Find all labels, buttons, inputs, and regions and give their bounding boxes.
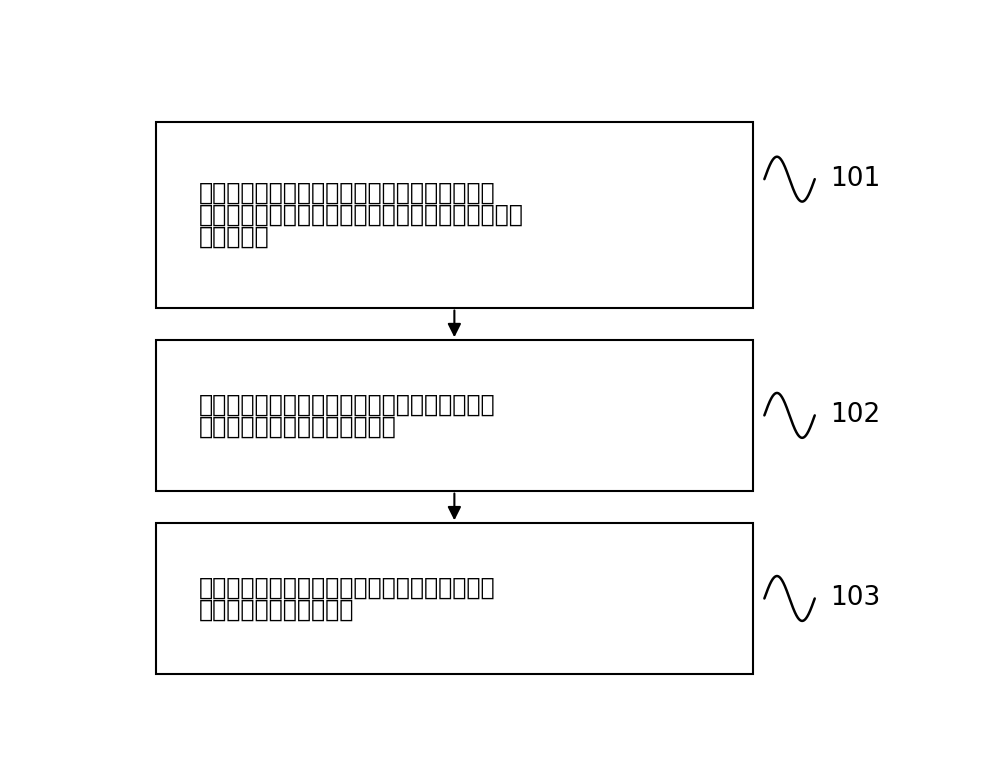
Text: 102: 102 xyxy=(830,403,881,429)
Text: 基于风阻值简化方法，在原始通风网络图中，将: 基于风阻值简化方法，在原始通风网络图中，将 xyxy=(199,180,495,204)
Text: 103: 103 xyxy=(830,585,881,611)
Bar xyxy=(156,122,753,308)
Text: 基于所述余树枝的深度以及修正算法，确定所述: 基于所述余树枝的深度以及修正算法，确定所述 xyxy=(199,575,495,599)
Text: 通风网络图: 通风网络图 xyxy=(199,225,269,249)
Text: 满足预设条件的局部风网简化为一个分支，得到第一: 满足预设条件的局部风网简化为一个分支，得到第一 xyxy=(199,202,524,226)
Text: 101: 101 xyxy=(830,166,881,193)
Bar xyxy=(156,523,753,673)
Text: 原始通风网络图解算结果: 原始通风网络图解算结果 xyxy=(199,597,354,621)
Text: 井为根节点的最小树以及余树枝: 井为根节点的最小树以及余树枝 xyxy=(199,414,396,439)
Text: 基于所述第一通风网络图，确定以出口井或入口: 基于所述第一通风网络图，确定以出口井或入口 xyxy=(199,392,495,416)
Bar xyxy=(156,340,753,491)
